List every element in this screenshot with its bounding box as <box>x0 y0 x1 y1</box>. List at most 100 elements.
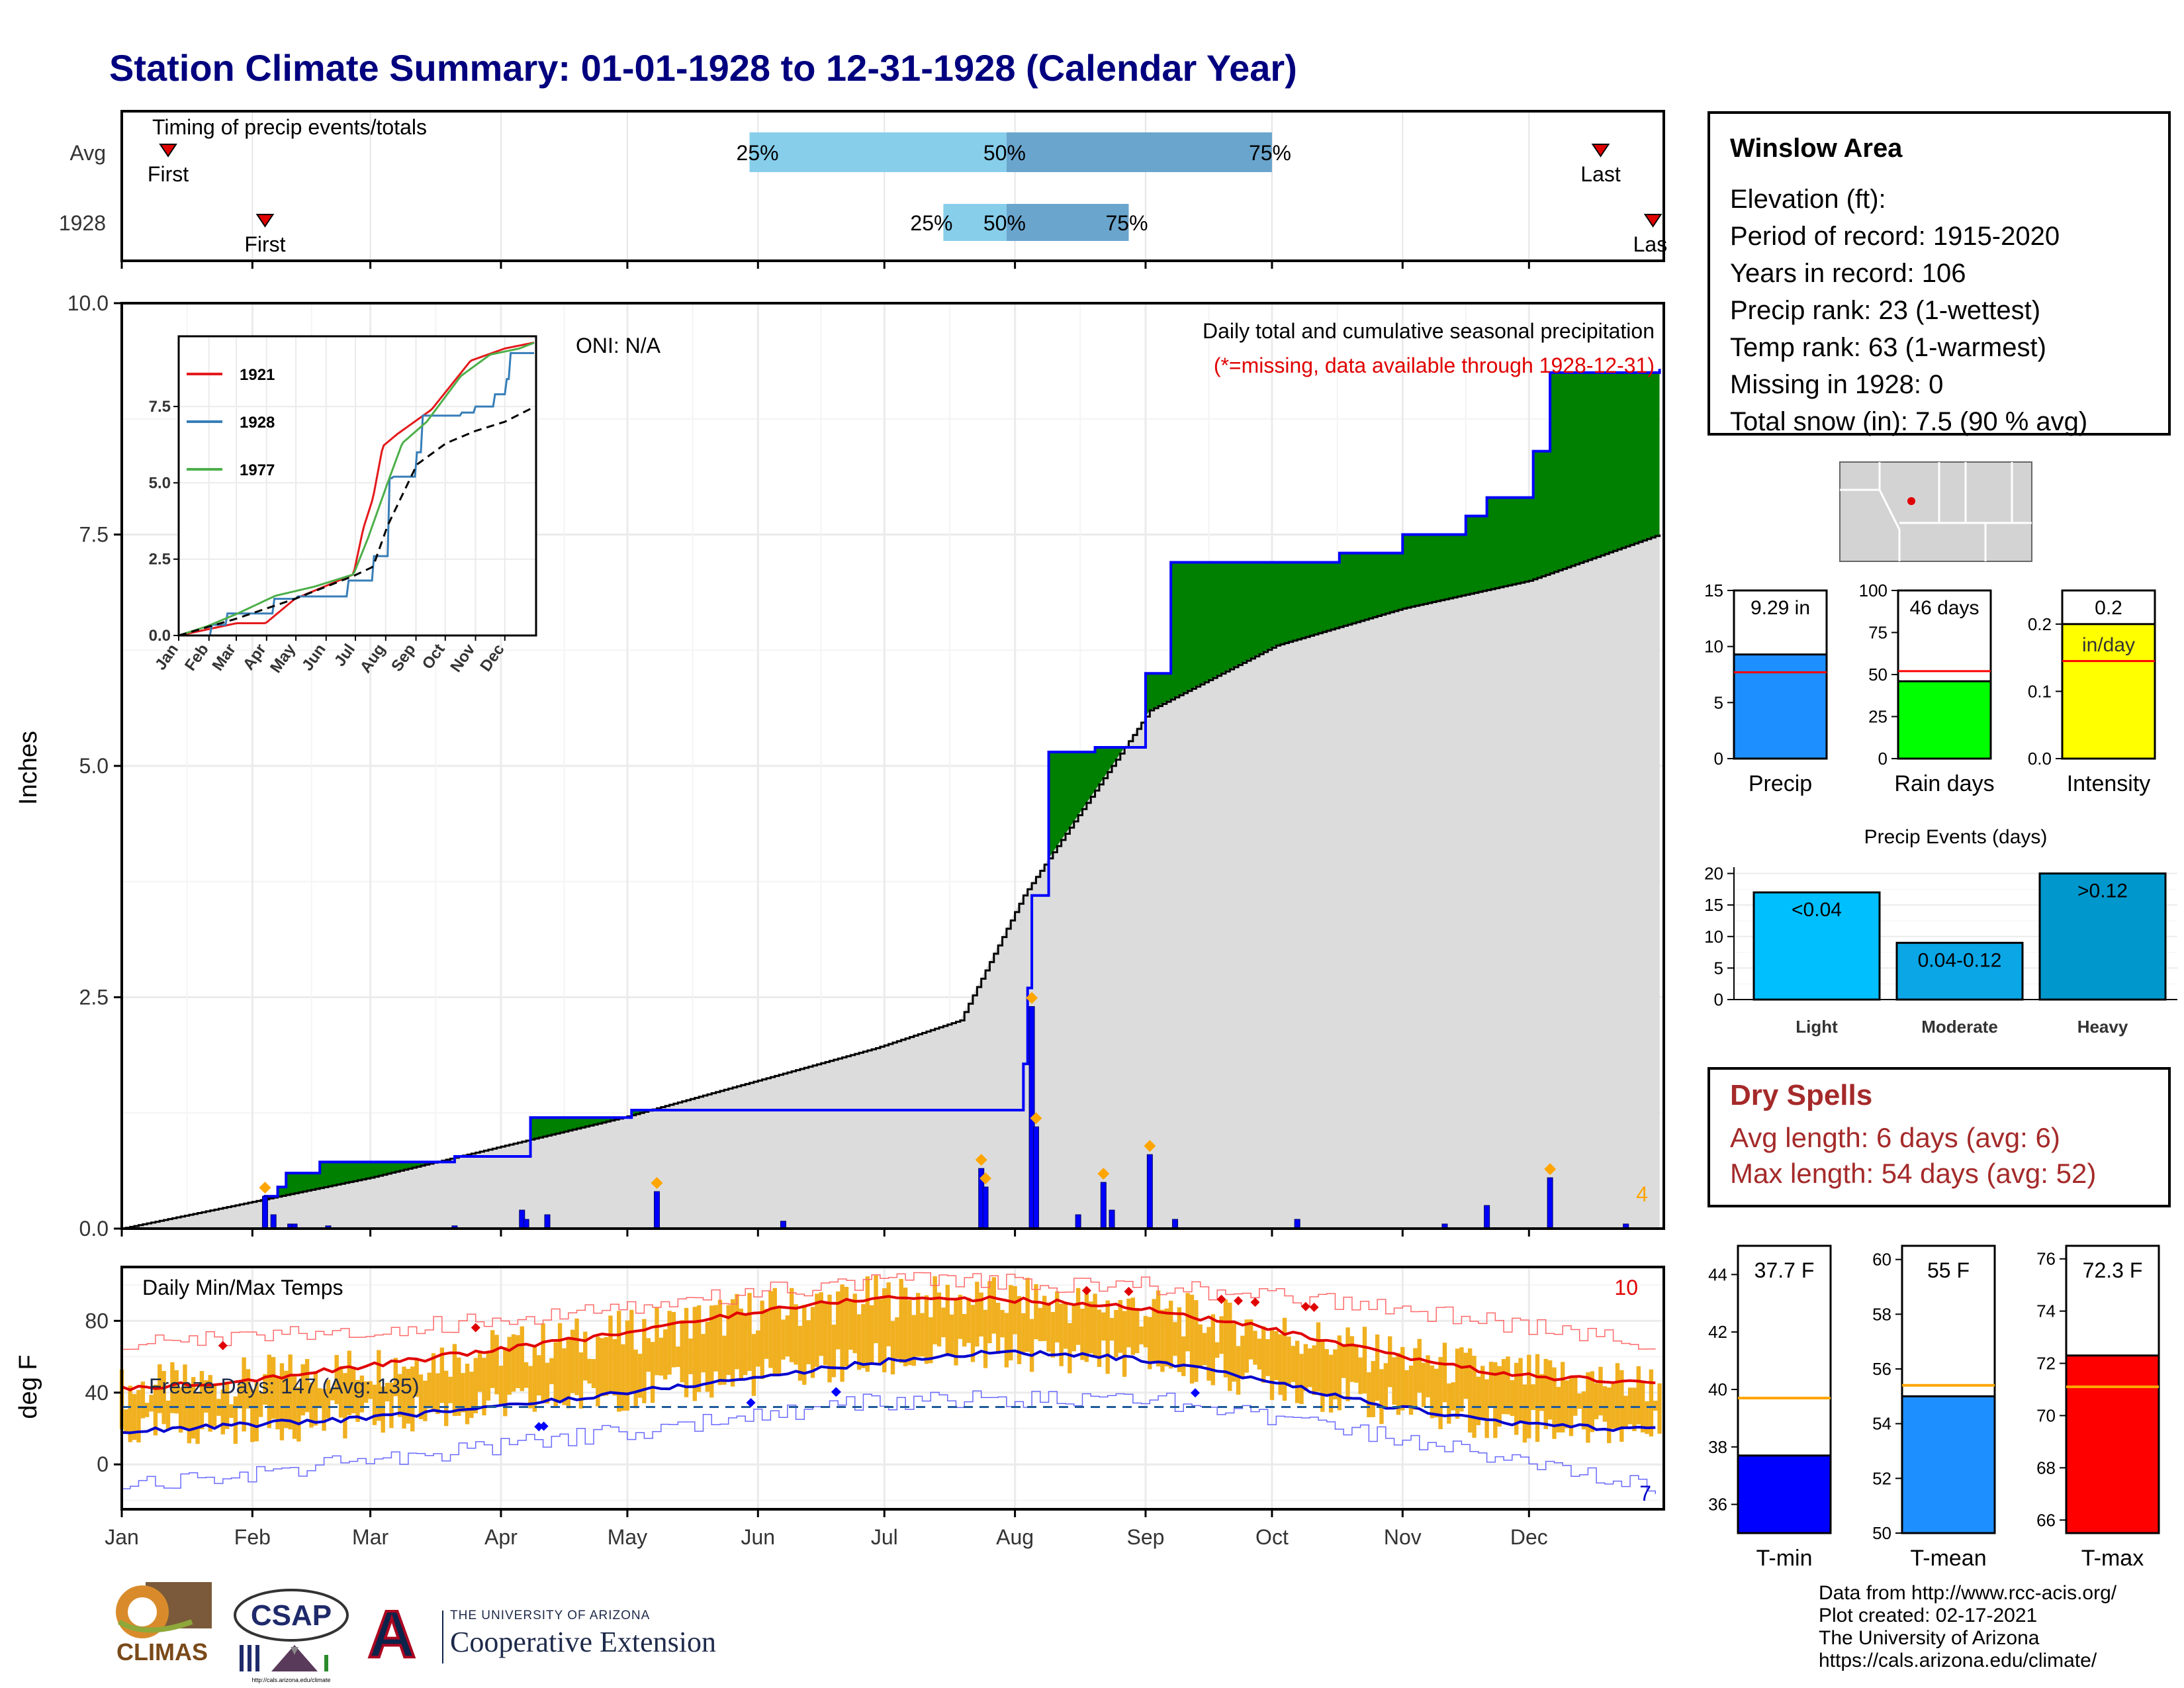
daily-temp-range <box>229 1404 234 1418</box>
daily-temp-range <box>165 1400 171 1430</box>
inset-series-line <box>178 342 535 637</box>
daily-temp-range <box>187 1387 192 1444</box>
daily-temp-range <box>1236 1346 1241 1395</box>
extreme-precip-marker <box>651 1177 663 1190</box>
events-y-tick-label: 10 <box>1704 927 1723 947</box>
temp-y-label: deg F <box>15 1354 42 1419</box>
summary-bar-tick-label: 100 <box>1859 581 1888 600</box>
timing-first-marker <box>255 214 275 228</box>
dry-spells-max: Max length: 54 days (avg: 52) <box>1730 1158 2097 1189</box>
month-tick-label: May <box>608 1525 647 1549</box>
daily-temp-range <box>1383 1363 1388 1409</box>
daily-temp-range <box>1493 1362 1498 1438</box>
daily-temp-range <box>1577 1393 1582 1409</box>
timing-first-marker <box>159 144 177 158</box>
daily-temp-range <box>1055 1291 1060 1342</box>
daily-temp-range <box>528 1366 533 1409</box>
daily-temp-range <box>717 1299 723 1385</box>
daily-temp-range <box>633 1349 638 1409</box>
daily-temp-range <box>1619 1370 1624 1442</box>
daily-temp-range <box>621 1344 625 1411</box>
daily-temp-range <box>819 1292 823 1356</box>
daily-temp-range <box>1269 1329 1275 1400</box>
daily-temp-range <box>1013 1286 1017 1335</box>
daily-temp-range <box>566 1336 571 1409</box>
daily-temp-range <box>840 1284 844 1382</box>
daily-temp-range <box>890 1321 895 1375</box>
ua-small-text: THE UNIVERSITY OF ARIZONA <box>450 1609 651 1622</box>
temp-title: Daily Min/Max Temps <box>142 1276 343 1299</box>
temp-summary-tick-label: 70 <box>2036 1405 2056 1425</box>
daily-temp-range <box>1615 1363 1620 1430</box>
daily-temp-range <box>1543 1358 1548 1429</box>
daily-temp-range <box>457 1357 461 1416</box>
cumulative-1928-line <box>122 369 1661 1230</box>
daily-temp-range <box>895 1317 899 1359</box>
timing-last-marker <box>1643 214 1662 228</box>
daily-temp-range <box>1295 1340 1300 1403</box>
timing-last-label: Las <box>1633 232 1668 256</box>
ua-logo: A <box>364 1599 443 1671</box>
daily-temp-range <box>764 1309 769 1359</box>
daily-temp-range <box>334 1354 339 1405</box>
daily-temp-range <box>1451 1382 1455 1411</box>
daily-temp-range <box>1101 1312 1106 1341</box>
daily-temp-range <box>1185 1293 1190 1352</box>
daily-temp-range <box>1198 1324 1203 1367</box>
timing-bar-lower <box>943 204 1007 241</box>
inset-y-tick-label: 0.0 <box>149 627 171 645</box>
daily-temp-range <box>347 1350 351 1415</box>
daily-temp-range <box>549 1358 554 1385</box>
daily-temp-range <box>1071 1303 1076 1352</box>
daily-temp-range <box>1488 1362 1494 1407</box>
daily-temp-range <box>1358 1357 1363 1395</box>
daily-temp-range <box>794 1304 798 1365</box>
daily-temp-range <box>296 1387 301 1442</box>
daily-temp-range <box>865 1276 870 1372</box>
daily-temp-range <box>1324 1349 1329 1396</box>
daily-precip-bar <box>1484 1205 1490 1229</box>
daily-temp-range <box>1244 1319 1249 1373</box>
daily-temp-range <box>1333 1349 1338 1400</box>
month-tick-label: Mar <box>352 1525 388 1549</box>
daily-temp-range <box>1143 1315 1148 1348</box>
station-years: Years in record: 106 <box>1730 259 1966 288</box>
temp-summary-tick-label: 54 <box>1872 1414 1891 1434</box>
summary-bar-value: 46 days <box>1909 597 1979 619</box>
daily-temp-range <box>1168 1300 1173 1369</box>
station-location-marker <box>1907 497 1915 505</box>
summary-bar-tick-label: 0.2 <box>2028 614 2052 634</box>
summary-bar-tick-label: 0 <box>1714 749 1723 769</box>
timing-p25-label: 25% <box>737 141 779 165</box>
daily-temp-range <box>600 1338 604 1397</box>
daily-temp-range <box>730 1299 735 1387</box>
daily-temp-range <box>578 1352 584 1409</box>
daily-temp-range <box>1202 1333 1207 1366</box>
daily-temp-range <box>1400 1346 1405 1411</box>
daily-temp-range <box>1522 1384 1527 1443</box>
daily-temp-range <box>701 1334 705 1373</box>
daily-temp-range <box>1148 1317 1152 1370</box>
daily-temp-range <box>1649 1369 1654 1436</box>
daily-temp-range <box>642 1319 647 1403</box>
daily-temp-range <box>1122 1311 1127 1377</box>
daily-temp-range <box>1607 1387 1612 1444</box>
daily-temp-range <box>284 1370 289 1429</box>
daily-temp-range <box>1459 1347 1464 1412</box>
daily-temp-range <box>983 1309 988 1368</box>
daily-temp-range <box>856 1314 862 1370</box>
climas-logo-text: CLIMAS <box>116 1638 208 1665</box>
month-tick-label: Oct <box>1255 1525 1289 1549</box>
extreme-precip-marker <box>1026 992 1038 1004</box>
csap-url: http://cals.arizona.edu/climate <box>251 1677 330 1683</box>
daily-temp-range <box>161 1371 166 1425</box>
daily-temp-range <box>523 1362 529 1388</box>
daily-temp-range <box>263 1374 267 1405</box>
daily-temp-range <box>966 1297 971 1343</box>
daily-temp-range <box>667 1311 672 1375</box>
record-high-marker <box>1081 1286 1091 1295</box>
daily-temp-range <box>646 1338 651 1372</box>
daily-temp-range <box>945 1284 950 1354</box>
